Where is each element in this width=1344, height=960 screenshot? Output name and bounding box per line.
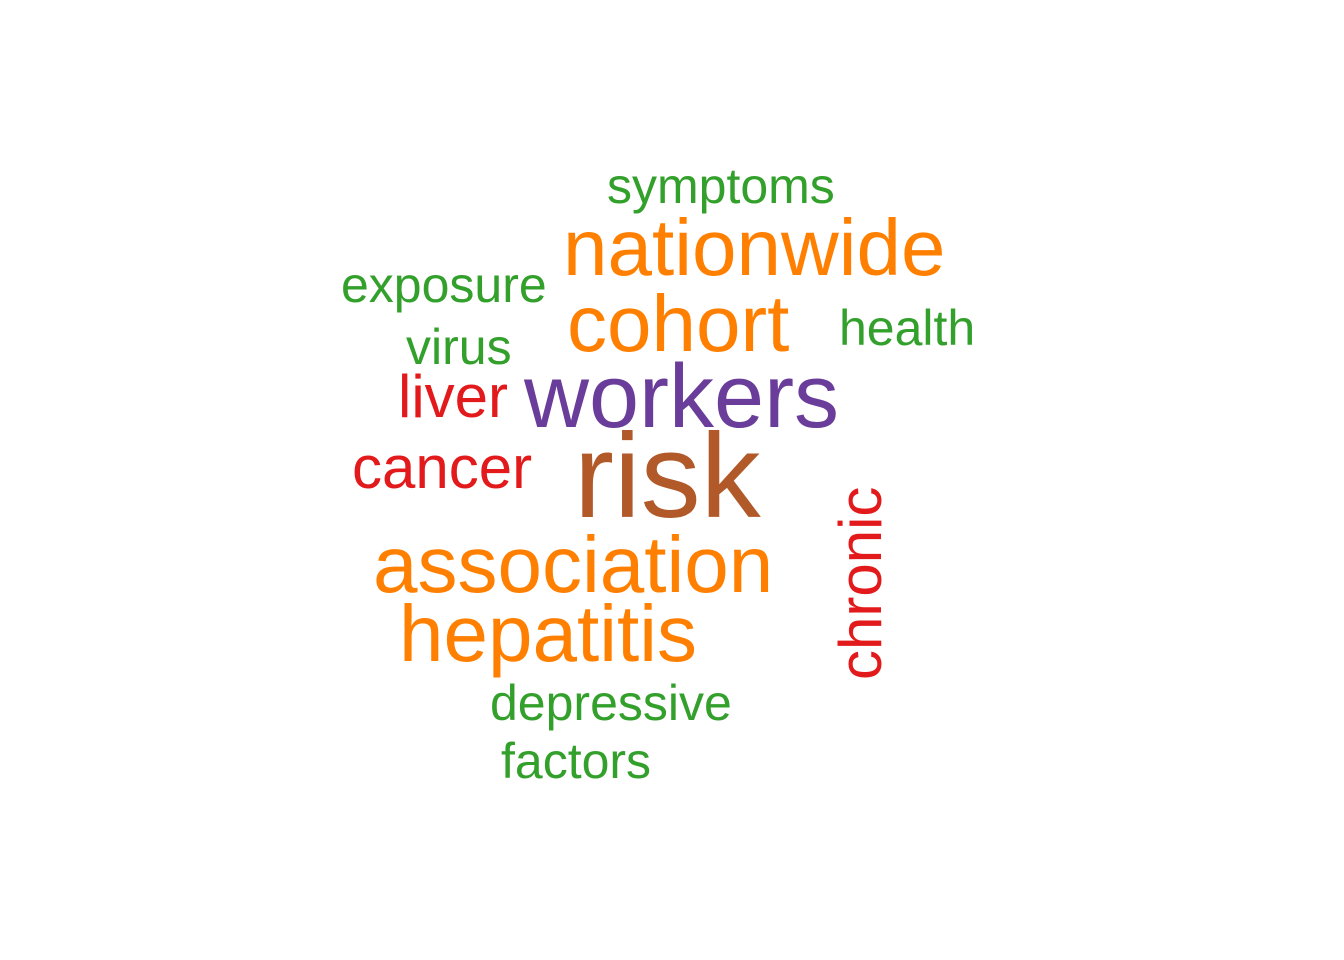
word-cohort: cohort [567, 279, 790, 368]
word-health: health [839, 300, 976, 356]
word-chronic: chronic [827, 486, 894, 680]
word-liver: liver [398, 363, 509, 430]
word-hepatitis: hepatitis [399, 589, 697, 678]
word-depressive: depressive [490, 675, 732, 731]
word-symptoms: symptoms [607, 158, 835, 214]
word-cancer: cancer [352, 434, 533, 501]
word-association: association [373, 520, 774, 609]
word-workers: workers [524, 347, 840, 447]
word-risk: risk [574, 409, 761, 543]
word-nationwide: nationwide [563, 203, 946, 292]
word-virus: virus [406, 319, 512, 375]
word-exposure: exposure [341, 257, 547, 313]
word-factors: factors [501, 733, 652, 789]
